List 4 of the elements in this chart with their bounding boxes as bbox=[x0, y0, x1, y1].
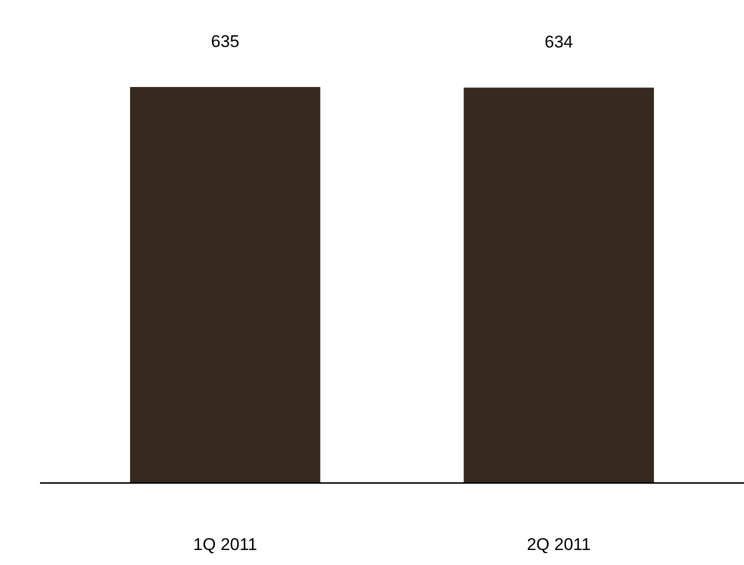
data-label: 635 bbox=[210, 32, 240, 51]
data-label: 634 bbox=[544, 32, 574, 52]
x-tick-label: 2Q 2011 bbox=[526, 535, 591, 554]
x-tick-label: 1Q 2011 bbox=[193, 535, 258, 554]
